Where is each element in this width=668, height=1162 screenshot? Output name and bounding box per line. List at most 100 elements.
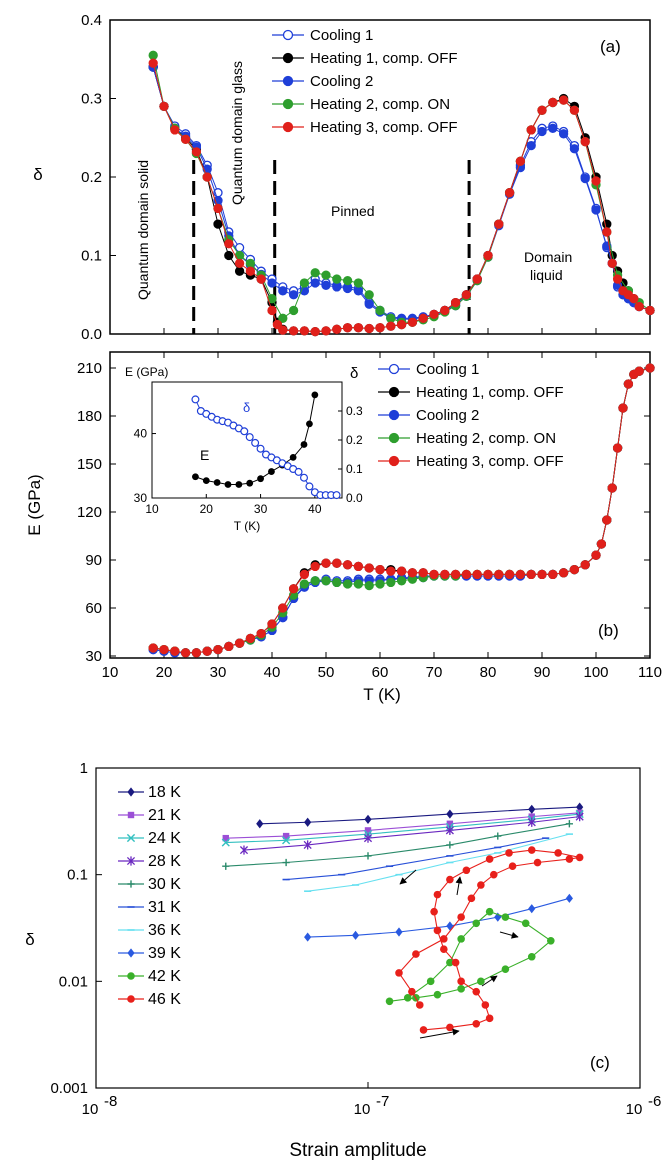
panel-c-point — [304, 932, 312, 942]
panel-c-ytick-label: 0.01 — [59, 973, 88, 990]
panel-a-point — [272, 319, 283, 330]
panel-c-point — [527, 817, 536, 827]
panel-b-point — [450, 569, 461, 580]
panel-c-point — [528, 813, 535, 820]
panel-c-xtick-label: 10 — [82, 1101, 99, 1118]
panel-a-point — [461, 290, 472, 300]
legend-label: 18 K — [148, 784, 181, 801]
panel-b-point — [353, 561, 364, 572]
panel-b-point — [224, 641, 234, 652]
inset-e-point — [224, 481, 232, 488]
panel-c-point — [446, 820, 454, 827]
panel-c-point — [485, 1014, 494, 1023]
panel-c-point — [440, 935, 448, 943]
panel-a-point — [440, 305, 450, 316]
panel-b-point — [256, 628, 266, 639]
panel-c-label: (c) — [590, 1053, 610, 1072]
panel-a-point — [278, 313, 288, 323]
panel-a-point — [364, 323, 374, 334]
inset-ytick-left-label: 30 — [134, 491, 148, 505]
panel-c-point — [489, 870, 498, 879]
panel-a-point — [342, 275, 353, 286]
panel-b-point — [159, 644, 169, 655]
panel-c-point — [457, 985, 465, 993]
inset-delta-point — [332, 491, 341, 500]
panel-a-point — [407, 317, 418, 327]
panel-a-point — [288, 305, 299, 316]
inset-delta-point — [191, 395, 200, 404]
panel-a-point — [472, 274, 482, 284]
panel-a-point — [180, 134, 191, 144]
panel-b-point — [245, 633, 256, 644]
panel-b-point — [321, 558, 331, 568]
panel-a-point — [299, 326, 310, 336]
panel-b-point — [504, 569, 515, 580]
panel-a-point — [548, 97, 558, 108]
panel-a-point — [321, 326, 331, 336]
panel-a-point — [375, 323, 385, 333]
inset-xlabel: T (K) — [234, 519, 260, 533]
panel-a-point — [310, 326, 320, 337]
panel-a-point — [569, 144, 580, 154]
panel-c-point — [508, 862, 517, 871]
panel-b-series — [148, 363, 655, 658]
panel-b-point — [472, 569, 482, 580]
panel-b-point — [494, 569, 504, 580]
panel-a-point — [159, 101, 169, 111]
panel-b-xtick-label: 10 — [102, 664, 119, 681]
panel-b-xtick-label: 20 — [156, 664, 173, 681]
panel-a-point — [267, 278, 277, 288]
panel-c-point — [501, 913, 510, 921]
panel-a-point — [353, 278, 364, 288]
panel-c-point — [472, 919, 481, 928]
panel-a-point — [310, 268, 320, 278]
panel-c-xtick-label: 10 — [354, 1101, 371, 1118]
panel-a-point — [515, 156, 526, 166]
inset-background — [118, 360, 378, 540]
legend-label: Cooling 2 — [416, 407, 479, 424]
panel-c-point — [472, 1019, 481, 1028]
panel-c-point — [446, 875, 454, 884]
inset-xtick-label: 20 — [200, 502, 214, 516]
panel-c-ylabel: δ — [25, 930, 34, 949]
panel-a-ytick-label: 0.0 — [81, 326, 102, 343]
legend-label: Heating 2, comp. ON — [416, 430, 556, 447]
panel-b-xtick-label: 100 — [583, 664, 608, 681]
panel-b-point — [602, 515, 612, 525]
inset-delta-point — [305, 482, 314, 491]
panel-b-point — [429, 569, 439, 580]
panel-b-point — [148, 643, 158, 653]
panel-c: 0.001 0.01 0.1 1 10 -8 10 -7 10 -6 δ Strain ampli… — [25, 760, 661, 1161]
panel-a-legend: Cooling 1 Heating 1, comp. OFF Cooling 2 He… — [272, 27, 458, 136]
panel-c-series-line — [225, 823, 570, 867]
panel-a-point — [591, 205, 601, 215]
panel-a-point — [537, 126, 547, 137]
panel-a-point — [580, 137, 590, 147]
inset-e-point — [202, 477, 210, 484]
inset-e-point — [235, 481, 243, 488]
legend-marker — [282, 29, 294, 41]
panel-b-legend: Cooling 1 Heating 1, comp. OFF Cooling 2 He… — [378, 361, 564, 470]
legend-label: Heating 3, comp. OFF — [416, 453, 564, 470]
arrow-5 — [419, 1028, 460, 1039]
panel-b-point — [310, 561, 320, 572]
panel-b-point — [353, 579, 364, 589]
inset-e-point — [306, 420, 313, 428]
legend-marker — [127, 995, 135, 1003]
legend-label: 30 K — [148, 876, 181, 893]
panel-c-point — [457, 913, 465, 921]
panel-b-point — [299, 569, 310, 580]
inset-e-point — [311, 391, 319, 399]
panel-c-point — [364, 852, 372, 860]
legend-marker — [388, 386, 400, 398]
panel-c-point — [575, 853, 584, 862]
panel-a-point — [483, 250, 493, 261]
panel-b-xlabel: T (K) — [363, 685, 400, 704]
panel-c-point — [565, 855, 574, 863]
legend-marker — [282, 75, 294, 87]
panel-a-point — [213, 219, 223, 229]
panel-b-point — [515, 569, 526, 580]
panel-b-point — [407, 568, 418, 578]
inset-ytick-right-label: 0.0 — [346, 491, 363, 505]
panel-b-point — [310, 576, 320, 586]
